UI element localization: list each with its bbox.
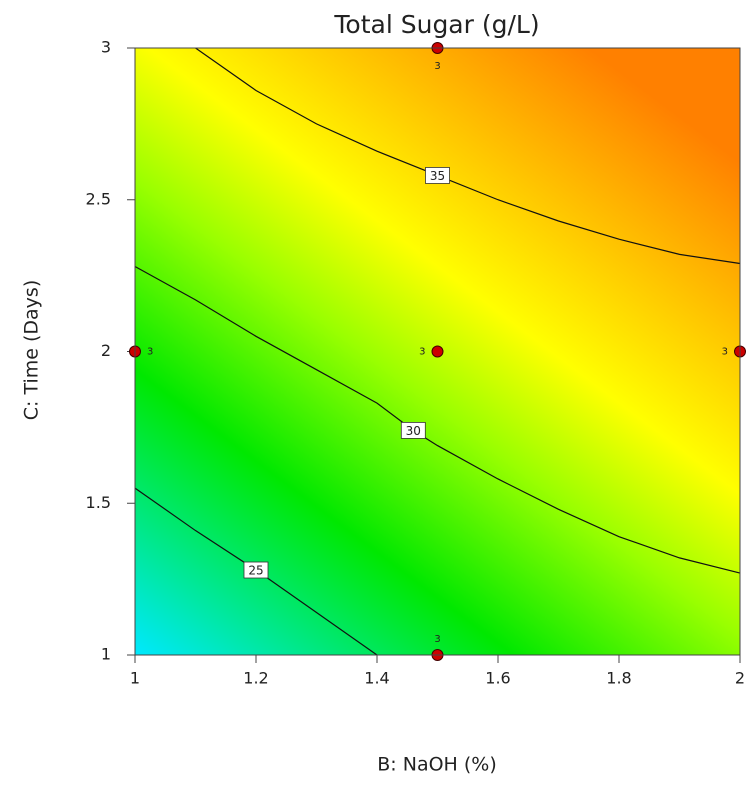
x-tick-label: 1.8: [606, 669, 631, 688]
replicate-label: 3: [434, 61, 440, 72]
x-tick-label: 1.6: [485, 669, 510, 688]
x-tick-label: 2: [735, 669, 745, 688]
y-tick-label: 1: [101, 645, 111, 664]
contour-line: [195, 47, 741, 265]
y-tick-label: 1.5: [86, 493, 111, 512]
contour-label-box: [425, 167, 450, 184]
x-tick-label: 1.4: [364, 669, 389, 688]
plot-frame: [134, 47, 741, 656]
x-axis-title: B: NaOH (%): [377, 754, 497, 776]
y-tick-label: 3: [101, 38, 111, 57]
replicate-label: 3: [419, 347, 425, 358]
contour-label: 30: [406, 424, 421, 438]
y-axis-title: C: Time (Days): [21, 280, 43, 421]
chart-title: Total Sugar (g/L): [333, 10, 539, 39]
contour-label-box: [400, 422, 426, 439]
x-tick-label: 1: [130, 669, 140, 688]
contour-label: 25: [248, 564, 263, 578]
y-tick-label: 2.5: [86, 189, 111, 208]
design-point: [431, 345, 444, 358]
contour-label-box: [243, 561, 269, 579]
replicate-label: 3: [147, 347, 153, 358]
contour-label: 35: [430, 169, 445, 183]
x-tick-label: 1.2: [243, 669, 268, 688]
replicate-label: 3: [722, 347, 728, 358]
replicate-label: 3: [434, 634, 440, 645]
y-tick-label: 2: [101, 341, 111, 360]
